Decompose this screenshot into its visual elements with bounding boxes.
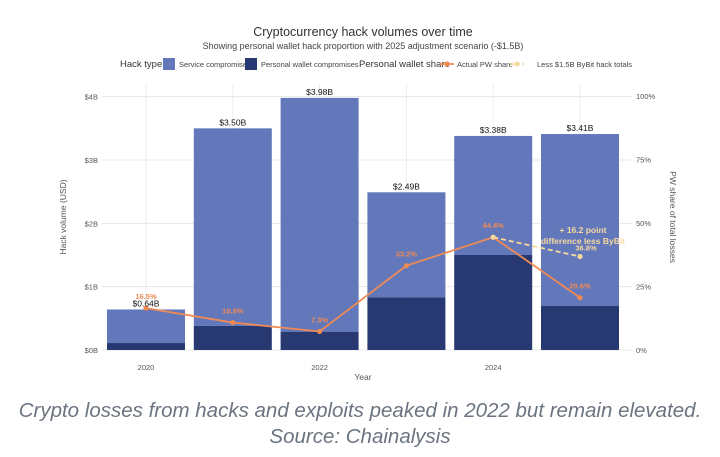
bar-service-compromises [367,192,446,298]
y-right-tick-label: 25% [636,283,651,292]
bar-total-label: $3.38B [480,125,507,135]
x-tick-label: 2022 [311,363,328,372]
line-less-bybit-point [490,234,496,240]
hack-volume-chart: Cryptocurrency hack volumes over time Sh… [58,25,678,382]
bar-personal-wallet-compromises [454,255,533,350]
line-actual-pw-share [145,236,581,333]
bar-total-label: $0.64B [133,298,160,308]
bar-personal-wallet-compromises [280,331,359,350]
line-actual-pw-share-point [577,295,583,301]
x-tick-label: 2020 [138,363,155,372]
chart-title: Cryptocurrency hack volumes over time [253,25,473,39]
legend-swatch-service [163,58,175,70]
line-less-bybit [493,236,581,258]
bar-service-compromises [541,134,619,306]
axes: $0B $1B $2B $3B $4B 0% 25% 50% 75% 100% 2020 2022 20… [58,92,678,382]
bar-total-label: $3.50B [219,117,246,127]
legend-point-actual [444,61,450,67]
legend-label-less-bybit: Less $1.5B ByBit hack totals [537,60,632,69]
bar-total-label: $2.49B [393,181,420,191]
line-less-bybit-point [577,253,583,260]
line-actual-pw-share-point [317,328,323,335]
bars [107,97,619,350]
bar-personal-wallet-compromises [107,343,185,350]
data-labels: $0.64B $3.50B $3.98B $2.49B $3.38B $3.41B 16.5… [133,87,597,325]
figure-caption: Crypto losses from hacks and exploits pe… [18,399,702,448]
y-right-tick-label: 0% [636,346,647,355]
line-actual-pw-share-point [403,263,409,269]
y-right-axis-title: PW share of total losses [668,171,678,263]
bar-personal-wallet-compromises [193,325,272,350]
y-right-tick-label: 75% [636,156,651,165]
pw-share-label: 7.3% [311,315,328,324]
x-axis-title: Year [354,372,371,382]
legend-label-personal-wallet: Personal wallet compromises [261,60,359,69]
line-actual-pw-share-point [143,305,149,311]
x-tick-label: 2024 [485,363,502,372]
y-tick-label: $4B [85,93,98,102]
bar-total-label: $3.41B [567,123,594,133]
legend-swatch-personal-wallet [245,58,257,70]
chart-subtitle: Showing personal wallet hack proportion … [203,41,524,51]
bar-personal-wallet-compromises [541,305,619,350]
y-right-tick-label: 50% [636,219,651,228]
line-actual-pw-share-point [230,319,236,326]
pw-share-label: 10.8% [222,307,244,316]
pw-share-label-less-bybit: 36.8% [575,244,597,253]
bar-service-compromises [193,128,272,326]
pw-share-label: 16.5% [135,292,157,301]
legend-label-actual: Actual PW share [457,60,513,69]
bar-total-label: $3.98B [306,87,333,97]
bar-service-compromises [107,309,185,344]
legend-share-title: Personal wallet share [359,59,450,70]
y-tick-label: $1B [85,283,98,292]
share-lines [143,234,583,335]
y-tick-label: $3B [85,156,98,165]
pw-share-label: 44.4% [483,221,505,230]
legend-point-less-bybit [514,61,520,67]
bybit-annotation: + 16.2 point difference less ByBit [541,225,625,246]
y-right-tick-label: 100% [636,92,656,101]
y-tick-label: $0B [85,346,98,355]
bar-personal-wallet-compromises [367,297,446,350]
pw-share-label: 33.2% [396,250,418,259]
legend-hack-type-title: Hack type [120,59,162,70]
y-tick-label: $2B [85,219,98,228]
legend-label-service: Service compromises [179,60,251,69]
y-axis-title: Hack volume (USD) [58,179,68,254]
legend: Hack type Service compromises Personal wal… [120,58,632,70]
pw-share-label: 20.6% [569,282,591,291]
bar-service-compromises [280,97,359,332]
